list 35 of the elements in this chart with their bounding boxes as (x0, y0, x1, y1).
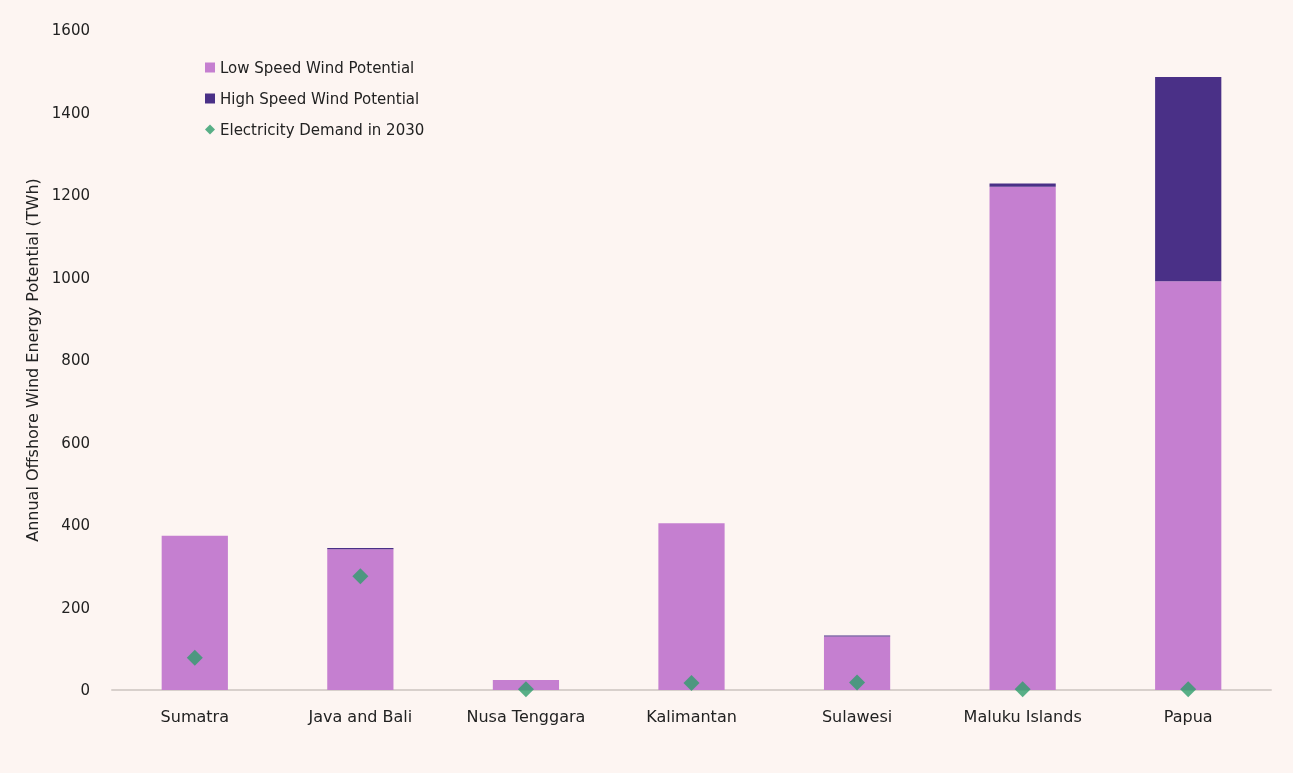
y-tick-label: 1000 (51, 268, 90, 287)
y-tick-label: 600 (61, 433, 90, 452)
bar (161, 535, 228, 690)
bar (658, 523, 725, 690)
legend-label: Low Speed Wind Potential (220, 58, 415, 77)
x-tick-label: Sulawesi (821, 706, 893, 726)
x-tick-label: Papua (1163, 706, 1213, 726)
y-tick-label: 1400 (51, 103, 90, 122)
x-tick-label: Sumatra (160, 706, 229, 726)
bar (1155, 281, 1222, 690)
bar (989, 186, 1056, 690)
x-tick-label: Maluku Islands (963, 706, 1082, 726)
point (186, 649, 203, 666)
point (1014, 681, 1031, 698)
point (517, 681, 534, 698)
point (1180, 681, 1197, 698)
bar (327, 549, 394, 690)
y-axis-title: Annual Offshore Wind Energy Potential (TWh) (23, 178, 43, 542)
y-tick-label: 400 (61, 516, 90, 534)
bar (1155, 77, 1222, 282)
y-tick-label: 1200 (51, 186, 90, 204)
point (683, 674, 700, 691)
point (849, 674, 866, 691)
y-tick-label: 200 (61, 598, 90, 617)
legend-label: Electricity Demand in 2030 (220, 120, 425, 139)
x-tick-label: Nusa Tenggara (466, 706, 586, 726)
y-tick-label: 1600 (51, 21, 90, 39)
x-tick-label: Java and Bali (307, 706, 413, 726)
point (352, 568, 369, 585)
bar (823, 636, 891, 690)
x-tick-label: Kalimantan (646, 706, 737, 726)
legend-label: High Speed Wind Potential (220, 89, 420, 108)
y-tick-label: 0 (80, 681, 90, 699)
bar (989, 183, 1056, 187)
y-tick-label: 800 (61, 351, 90, 369)
